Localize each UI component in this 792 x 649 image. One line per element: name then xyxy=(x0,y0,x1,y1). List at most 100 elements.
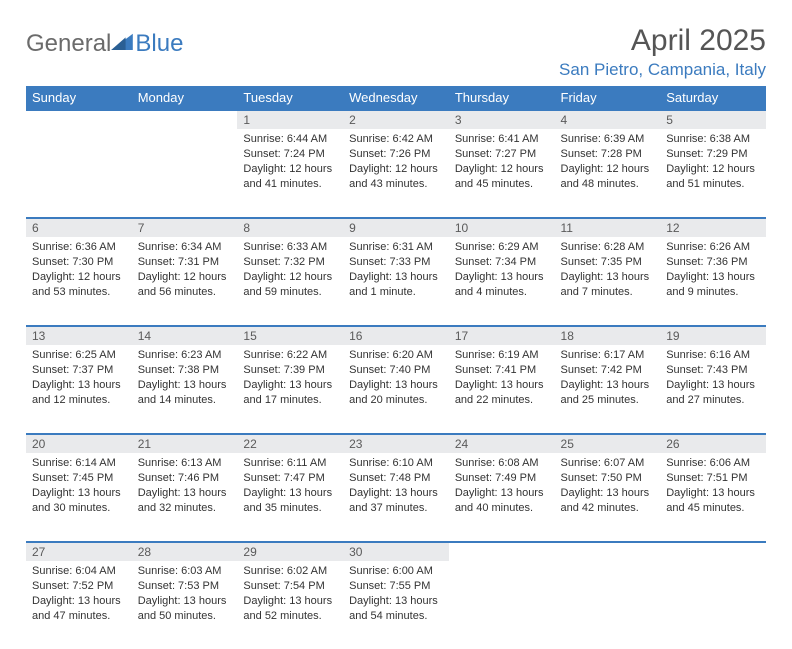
calendar-table: SundayMondayTuesdayWednesdayThursdayFrid… xyxy=(26,86,766,649)
day-number: 1 xyxy=(237,109,343,129)
day-details: Sunrise: 6:02 AMSunset: 7:54 PMDaylight:… xyxy=(237,561,343,629)
day-number: 17 xyxy=(449,325,555,345)
weekday-header: Thursday xyxy=(449,86,555,109)
day-cell: Sunrise: 6:39 AMSunset: 7:28 PMDaylight:… xyxy=(555,129,661,217)
day-number: 18 xyxy=(555,325,661,345)
day-cell xyxy=(26,129,132,217)
day-number: 12 xyxy=(660,217,766,237)
day-details: Sunrise: 6:23 AMSunset: 7:38 PMDaylight:… xyxy=(132,345,238,413)
day-details: Sunrise: 6:08 AMSunset: 7:49 PMDaylight:… xyxy=(449,453,555,521)
day-number: 22 xyxy=(237,433,343,453)
weekday-header: Monday xyxy=(132,86,238,109)
location-subtitle: San Pietro, Campania, Italy xyxy=(559,60,766,80)
day-cell: Sunrise: 6:28 AMSunset: 7:35 PMDaylight:… xyxy=(555,237,661,325)
day-cell: Sunrise: 6:00 AMSunset: 7:55 PMDaylight:… xyxy=(343,561,449,649)
day-number: 2 xyxy=(343,109,449,129)
day-details: Sunrise: 6:42 AMSunset: 7:26 PMDaylight:… xyxy=(343,129,449,197)
day-details: Sunrise: 6:17 AMSunset: 7:42 PMDaylight:… xyxy=(555,345,661,413)
day-details: Sunrise: 6:11 AMSunset: 7:47 PMDaylight:… xyxy=(237,453,343,521)
day-number: 16 xyxy=(343,325,449,345)
day-cell: Sunrise: 6:33 AMSunset: 7:32 PMDaylight:… xyxy=(237,237,343,325)
day-cell: Sunrise: 6:29 AMSunset: 7:34 PMDaylight:… xyxy=(449,237,555,325)
day-details: Sunrise: 6:38 AMSunset: 7:29 PMDaylight:… xyxy=(660,129,766,197)
day-cell: Sunrise: 6:04 AMSunset: 7:52 PMDaylight:… xyxy=(26,561,132,649)
day-cell xyxy=(555,561,661,649)
day-details: Sunrise: 6:39 AMSunset: 7:28 PMDaylight:… xyxy=(555,129,661,197)
day-cell: Sunrise: 6:13 AMSunset: 7:46 PMDaylight:… xyxy=(132,453,238,541)
week-row: Sunrise: 6:14 AMSunset: 7:45 PMDaylight:… xyxy=(26,453,766,541)
day-number: 8 xyxy=(237,217,343,237)
day-number: 28 xyxy=(132,541,238,561)
day-number: 10 xyxy=(449,217,555,237)
day-cell: Sunrise: 6:38 AMSunset: 7:29 PMDaylight:… xyxy=(660,129,766,217)
logo-triangle-icon xyxy=(111,32,133,50)
week-row: Sunrise: 6:25 AMSunset: 7:37 PMDaylight:… xyxy=(26,345,766,433)
day-cell: Sunrise: 6:31 AMSunset: 7:33 PMDaylight:… xyxy=(343,237,449,325)
day-number: 30 xyxy=(343,541,449,561)
daynum-row: 20212223242526 xyxy=(26,433,766,453)
day-cell: Sunrise: 6:44 AMSunset: 7:24 PMDaylight:… xyxy=(237,129,343,217)
day-number: 7 xyxy=(132,217,238,237)
day-number: 14 xyxy=(132,325,238,345)
day-cell: Sunrise: 6:25 AMSunset: 7:37 PMDaylight:… xyxy=(26,345,132,433)
day-details: Sunrise: 6:13 AMSunset: 7:46 PMDaylight:… xyxy=(132,453,238,521)
week-row: Sunrise: 6:36 AMSunset: 7:30 PMDaylight:… xyxy=(26,237,766,325)
day-details: Sunrise: 6:33 AMSunset: 7:32 PMDaylight:… xyxy=(237,237,343,305)
day-details: Sunrise: 6:14 AMSunset: 7:45 PMDaylight:… xyxy=(26,453,132,521)
day-cell: Sunrise: 6:19 AMSunset: 7:41 PMDaylight:… xyxy=(449,345,555,433)
day-details: Sunrise: 6:22 AMSunset: 7:39 PMDaylight:… xyxy=(237,345,343,413)
day-cell: Sunrise: 6:20 AMSunset: 7:40 PMDaylight:… xyxy=(343,345,449,433)
day-cell: Sunrise: 6:26 AMSunset: 7:36 PMDaylight:… xyxy=(660,237,766,325)
day-details: Sunrise: 6:34 AMSunset: 7:31 PMDaylight:… xyxy=(132,237,238,305)
day-details: Sunrise: 6:29 AMSunset: 7:34 PMDaylight:… xyxy=(449,237,555,305)
day-cell: Sunrise: 6:17 AMSunset: 7:42 PMDaylight:… xyxy=(555,345,661,433)
day-cell: Sunrise: 6:42 AMSunset: 7:26 PMDaylight:… xyxy=(343,129,449,217)
empty-day xyxy=(555,541,661,559)
day-number: 20 xyxy=(26,433,132,453)
title-block: April 2025 San Pietro, Campania, Italy xyxy=(559,24,766,80)
empty-day xyxy=(660,541,766,559)
day-details: Sunrise: 6:26 AMSunset: 7:36 PMDaylight:… xyxy=(660,237,766,305)
day-number: 25 xyxy=(555,433,661,453)
day-cell: Sunrise: 6:14 AMSunset: 7:45 PMDaylight:… xyxy=(26,453,132,541)
weekday-header-row: SundayMondayTuesdayWednesdayThursdayFrid… xyxy=(26,86,766,109)
empty-day xyxy=(26,109,132,127)
day-number: 5 xyxy=(660,109,766,129)
daynum-row: 13141516171819 xyxy=(26,325,766,345)
day-details: Sunrise: 6:31 AMSunset: 7:33 PMDaylight:… xyxy=(343,237,449,305)
weekday-header: Sunday xyxy=(26,86,132,109)
day-details: Sunrise: 6:28 AMSunset: 7:35 PMDaylight:… xyxy=(555,237,661,305)
day-cell: Sunrise: 6:08 AMSunset: 7:49 PMDaylight:… xyxy=(449,453,555,541)
day-cell: Sunrise: 6:07 AMSunset: 7:50 PMDaylight:… xyxy=(555,453,661,541)
day-cell: Sunrise: 6:02 AMSunset: 7:54 PMDaylight:… xyxy=(237,561,343,649)
day-cell: Sunrise: 6:10 AMSunset: 7:48 PMDaylight:… xyxy=(343,453,449,541)
week-row: Sunrise: 6:04 AMSunset: 7:52 PMDaylight:… xyxy=(26,561,766,649)
day-number: 24 xyxy=(449,433,555,453)
day-number: 29 xyxy=(237,541,343,561)
day-details: Sunrise: 6:06 AMSunset: 7:51 PMDaylight:… xyxy=(660,453,766,521)
day-details: Sunrise: 6:20 AMSunset: 7:40 PMDaylight:… xyxy=(343,345,449,413)
day-details: Sunrise: 6:04 AMSunset: 7:52 PMDaylight:… xyxy=(26,561,132,629)
day-cell: Sunrise: 6:11 AMSunset: 7:47 PMDaylight:… xyxy=(237,453,343,541)
day-details: Sunrise: 6:10 AMSunset: 7:48 PMDaylight:… xyxy=(343,453,449,521)
week-row: Sunrise: 6:44 AMSunset: 7:24 PMDaylight:… xyxy=(26,129,766,217)
day-cell xyxy=(660,561,766,649)
day-number: 19 xyxy=(660,325,766,345)
day-number: 23 xyxy=(343,433,449,453)
day-cell: Sunrise: 6:06 AMSunset: 7:51 PMDaylight:… xyxy=(660,453,766,541)
day-number: 4 xyxy=(555,109,661,129)
day-cell: Sunrise: 6:23 AMSunset: 7:38 PMDaylight:… xyxy=(132,345,238,433)
logo: General Blue xyxy=(26,24,183,58)
weekday-header: Wednesday xyxy=(343,86,449,109)
empty-day xyxy=(132,109,238,127)
day-number: 21 xyxy=(132,433,238,453)
weekday-header: Friday xyxy=(555,86,661,109)
daynum-row: 12345 xyxy=(26,109,766,129)
daynum-row: 6789101112 xyxy=(26,217,766,237)
day-cell: Sunrise: 6:22 AMSunset: 7:39 PMDaylight:… xyxy=(237,345,343,433)
day-details: Sunrise: 6:36 AMSunset: 7:30 PMDaylight:… xyxy=(26,237,132,305)
header: General Blue April 2025 San Pietro, Camp… xyxy=(26,24,766,80)
day-details: Sunrise: 6:25 AMSunset: 7:37 PMDaylight:… xyxy=(26,345,132,413)
day-cell xyxy=(449,561,555,649)
logo-text-blue: Blue xyxy=(135,30,183,58)
